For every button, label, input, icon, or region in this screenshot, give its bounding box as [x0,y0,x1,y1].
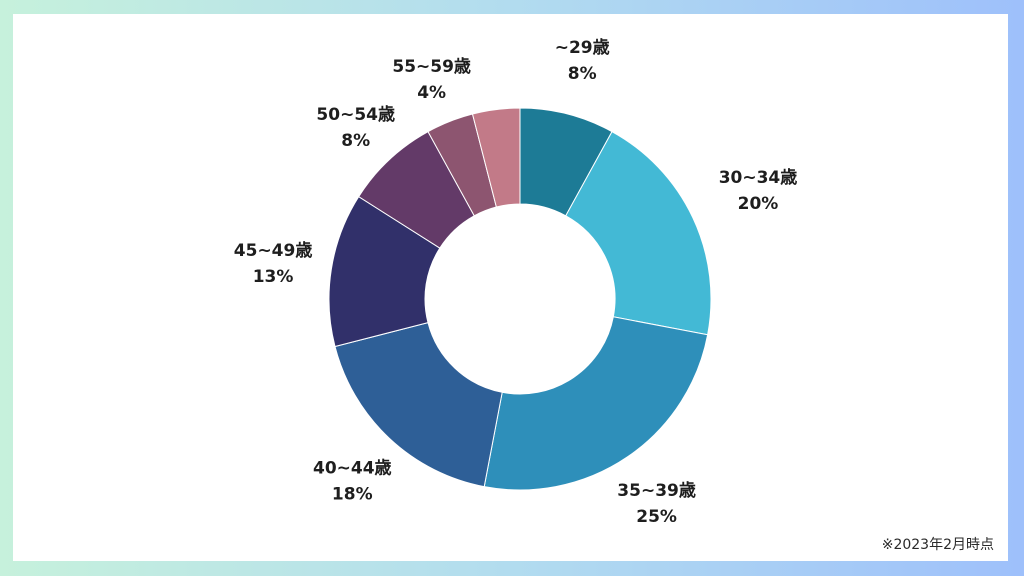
slice-4-category-label: 40~44歳 [313,458,392,479]
donut-labels: ~29歳 8% 30~34歳 20% 35~39歳 25% 40~44歳 18% 45~49歳 1… [234,37,797,527]
slice-remainder [471,107,521,208]
date-footnote: ※2023年2月時点 [881,537,994,553]
slice-2-value-label: 20% [738,194,779,214]
slice-7-value-label: 4% [417,83,446,103]
slice-4 [334,322,503,488]
slice-1-category-label: ~29歳 [555,37,610,58]
slice-5-category-label: 45~49歳 [234,240,313,261]
slice-3-value-label: 25% [636,507,677,527]
slice-2-category-label: 30~34歳 [719,167,798,188]
slice-7-category-label: 55~59歳 [392,56,471,77]
slice-6-category-label: 50~54歳 [316,104,395,125]
slice-6-value-label: 8% [341,131,370,151]
donut-slices [328,107,712,491]
slice-5-value-label: 13% [253,267,294,287]
slice-3 [483,316,709,491]
slice-1-value-label: 8% [568,64,597,84]
slice-2 [565,130,712,336]
slice-3-category-label: 35~39歳 [617,480,696,501]
slice-4-value-label: 18% [332,485,373,505]
